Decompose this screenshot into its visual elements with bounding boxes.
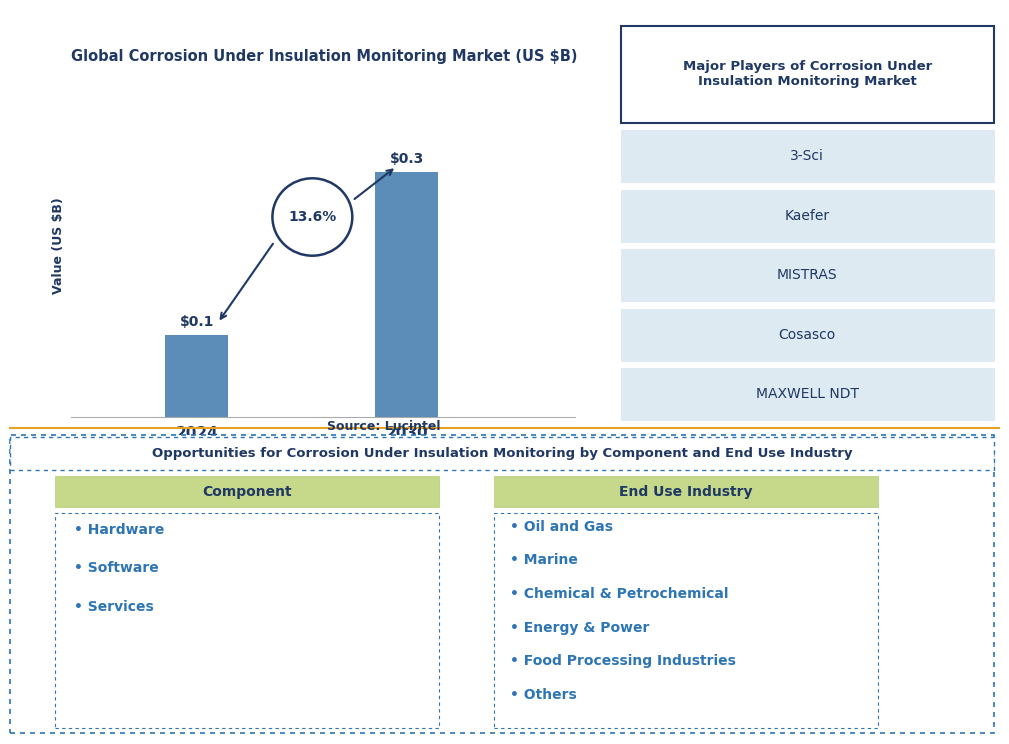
Text: $0.1: $0.1 <box>180 315 214 329</box>
Text: Source: Lucintel: Source: Lucintel <box>327 420 440 433</box>
Text: $0.3: $0.3 <box>389 152 424 166</box>
Text: End Use Industry: End Use Industry <box>620 485 753 498</box>
Text: 13.6%: 13.6% <box>289 210 336 224</box>
Text: • Food Processing Industries: • Food Processing Industries <box>510 655 736 668</box>
Text: • Hardware: • Hardware <box>74 523 164 536</box>
Text: • Marine: • Marine <box>510 554 577 568</box>
Text: 3-Sci: 3-Sci <box>790 150 824 163</box>
Text: Opportunities for Corrosion Under Insulation Monitoring by Component and End Use: Opportunities for Corrosion Under Insula… <box>151 447 853 461</box>
Text: • Chemical & Petrochemical: • Chemical & Petrochemical <box>510 587 728 601</box>
Bar <box>375 172 439 417</box>
Text: Cosasco: Cosasco <box>779 328 835 341</box>
Text: • Others: • Others <box>510 688 576 702</box>
Y-axis label: Value (US $B): Value (US $B) <box>52 197 65 294</box>
Text: • Software: • Software <box>74 562 158 575</box>
Text: Kaefer: Kaefer <box>785 209 829 222</box>
Text: Global Corrosion Under Insulation Monitoring Market (US $B): Global Corrosion Under Insulation Monito… <box>71 48 577 63</box>
Bar <box>165 335 228 417</box>
Text: MAXWELL NDT: MAXWELL NDT <box>756 388 859 401</box>
Text: • Oil and Gas: • Oil and Gas <box>510 520 612 533</box>
Text: Major Players of Corrosion Under
Insulation Monitoring Market: Major Players of Corrosion Under Insulat… <box>682 60 932 89</box>
Text: Component: Component <box>203 485 292 498</box>
Text: • Services: • Services <box>74 600 153 614</box>
Text: MISTRAS: MISTRAS <box>777 269 837 282</box>
Text: • Energy & Power: • Energy & Power <box>510 620 649 635</box>
